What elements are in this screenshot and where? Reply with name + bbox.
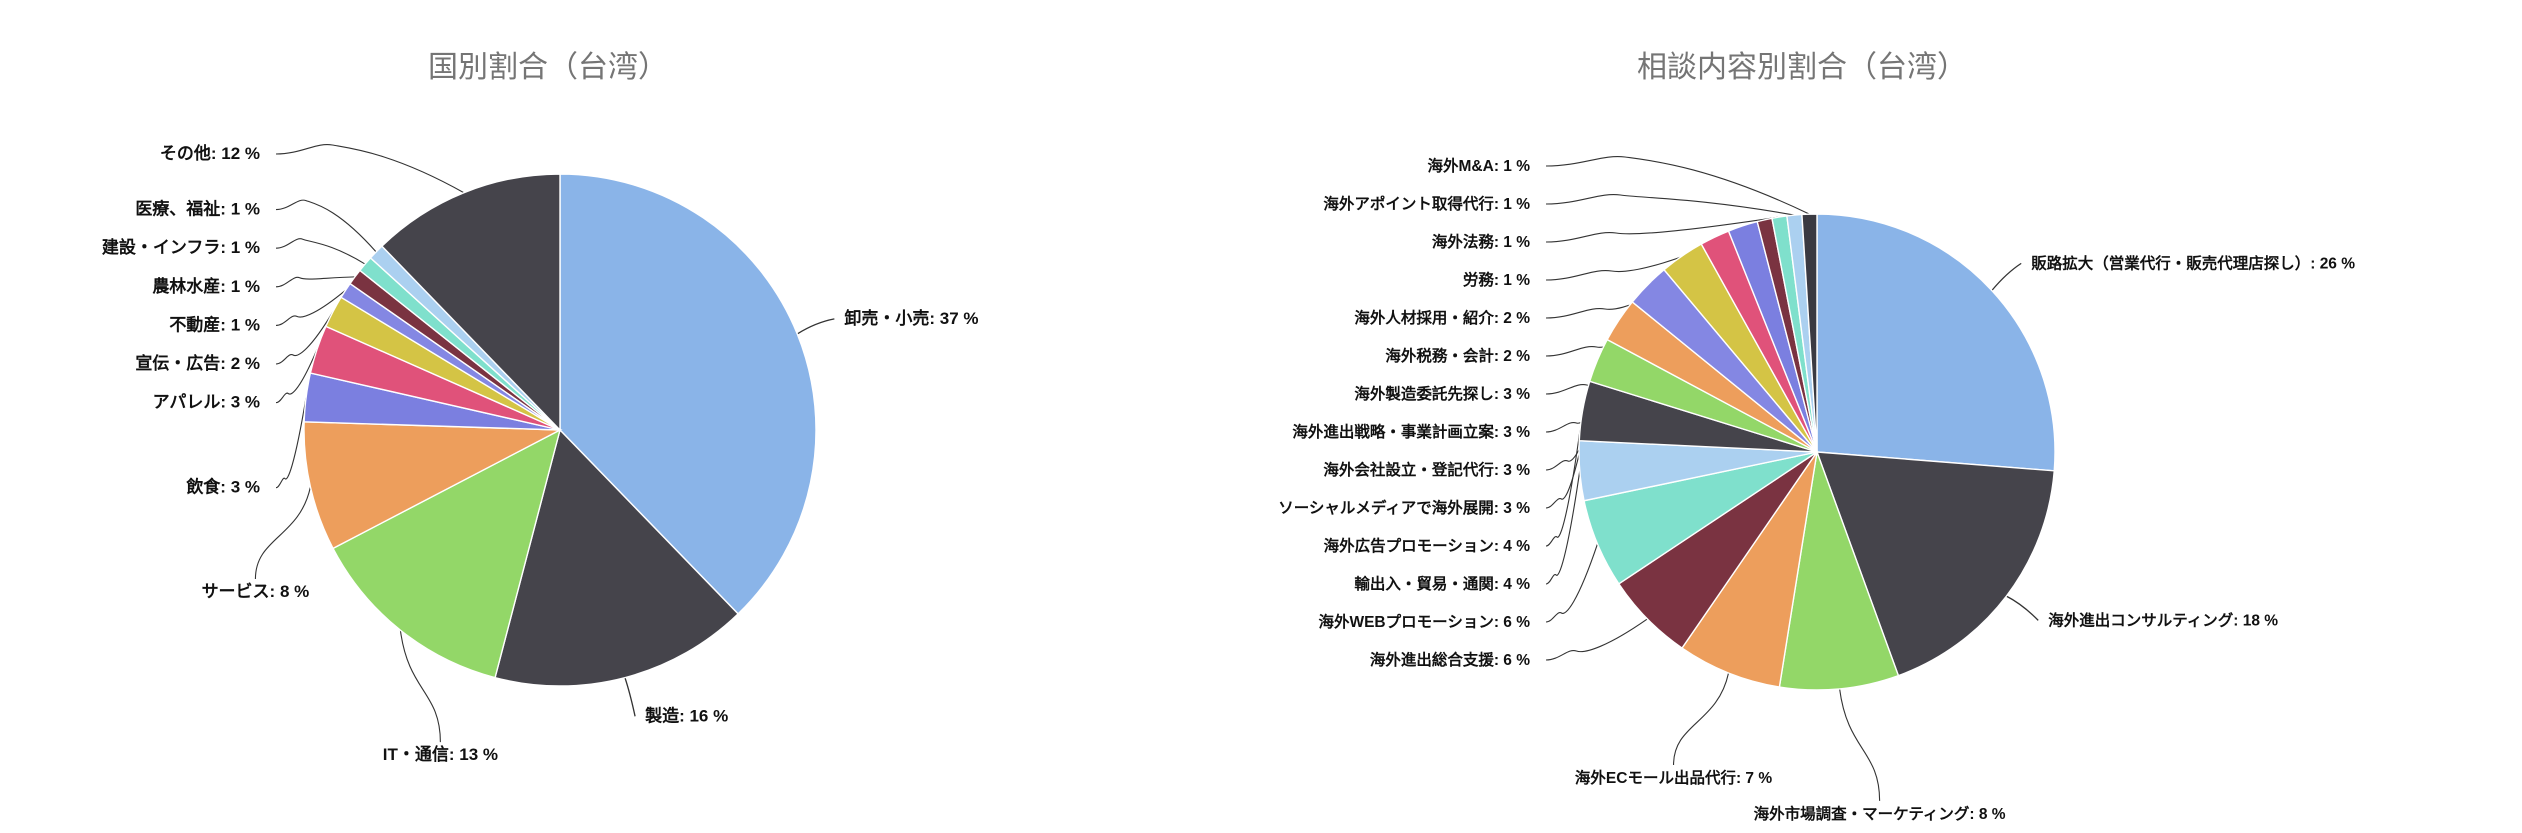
svg-text:アパレル: 3 %: アパレル: 3 %	[153, 393, 260, 412]
svg-text:海外進出コンサルティング: 18 %: 海外進出コンサルティング: 18 %	[2048, 610, 2278, 629]
svg-text:海外人材採用・紹介: 2 %: 海外人材採用・紹介: 2 %	[1354, 308, 1530, 327]
svg-text:製造: 16 %: 製造: 16 %	[644, 705, 728, 725]
svg-text:海外税務・会計: 2 %: 海外税務・会計: 2 %	[1385, 346, 1530, 365]
svg-text:その他: 12 %: その他: 12 %	[160, 143, 260, 163]
svg-text:海外会社設立・登記代行: 3 %: 海外会社設立・登記代行: 3 %	[1323, 460, 1530, 479]
svg-text:宣伝・広告: 2 %: 宣伝・広告: 2 %	[135, 353, 260, 373]
svg-text:卸売・小売: 37 %: 卸売・小売: 37 %	[844, 308, 978, 328]
svg-text:販路拡大（営業代行・販売代理店探し）: 26 %: 販路拡大（営業代行・販売代理店探し）: 26 %	[2031, 253, 2355, 272]
svg-text:海外進出戦略・事業計画立案: 3 %: 海外進出戦略・事業計画立案: 3 %	[1292, 422, 1530, 441]
svg-text:サービス: 8 %: サービス: 8 %	[202, 582, 310, 601]
svg-text:海外アポイント取得代行: 1 %: 海外アポイント取得代行: 1 %	[1323, 194, 1530, 213]
svg-text:海外広告プロモーション: 4 %: 海外広告プロモーション: 4 %	[1324, 536, 1531, 555]
svg-text:医療、福祉: 1 %: 医療、福祉: 1 %	[135, 199, 260, 219]
svg-text:建設・インフラ: 1 %: 建設・インフラ: 1 %	[102, 237, 260, 257]
svg-text:相談内容別割合（台湾）: 相談内容別割合（台湾）	[1637, 51, 1967, 84]
svg-text:海外製造委託先探し: 3 %: 海外製造委託先探し: 3 %	[1354, 384, 1530, 403]
svg-text:海外進出総合支援: 6 %: 海外進出総合支援: 6 %	[1370, 650, 1530, 669]
svg-text:不動産: 1 %: 不動産: 1 %	[169, 314, 260, 334]
svg-text:ソーシャルメディアで海外展開: 3 %: ソーシャルメディアで海外展開: 3 %	[1278, 498, 1530, 517]
svg-text:海外WEBプロモーション: 6 %: 海外WEBプロモーション: 6 %	[1318, 612, 1530, 631]
svg-text:海外ECモール出品代行: 7 %: 海外ECモール出品代行: 7 %	[1575, 768, 1772, 787]
svg-text:輸出入・貿易・通関: 4 %: 輸出入・貿易・通関: 4 %	[1354, 574, 1530, 593]
svg-text:労務: 1 %: 労務: 1 %	[1463, 270, 1530, 289]
svg-text:農林水産: 1 %: 農林水産: 1 %	[152, 276, 260, 296]
svg-text:海外市場調査・マーケティング: 8 %: 海外市場調査・マーケティング: 8 %	[1754, 804, 2006, 823]
svg-text:海外M&A: 1 %: 海外M&A: 1 %	[1428, 156, 1531, 175]
svg-text:飲食: 3 %: 飲食: 3 %	[185, 477, 260, 497]
svg-text:海外法務: 1 %: 海外法務: 1 %	[1432, 232, 1530, 251]
svg-text:IT・通信: 13 %: IT・通信: 13 %	[383, 744, 498, 764]
svg-text:国別割合（台湾）: 国別割合（台湾）	[428, 51, 668, 84]
